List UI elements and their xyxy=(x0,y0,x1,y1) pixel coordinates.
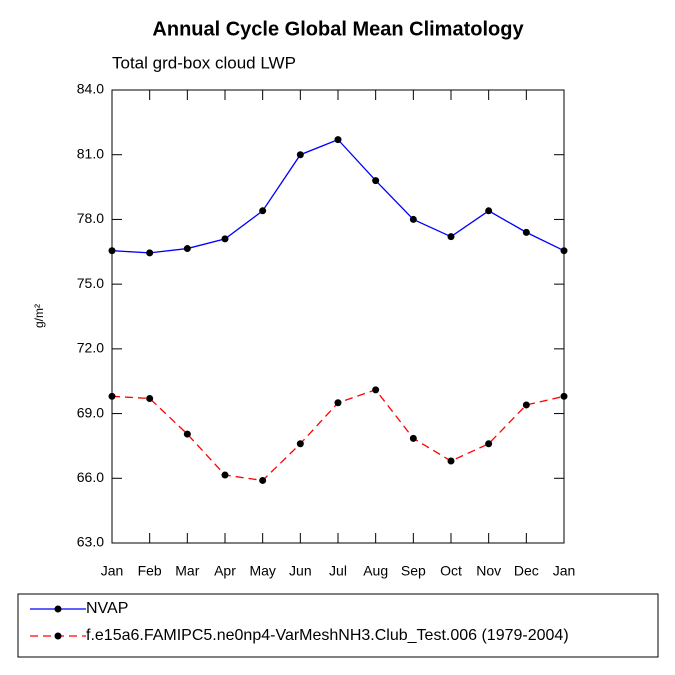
y-tick-label: 81.0 xyxy=(77,145,104,161)
data-point xyxy=(183,245,191,253)
x-tick-label: Apr xyxy=(214,563,236,579)
data-point xyxy=(146,249,154,257)
x-tick-label: Jan xyxy=(101,563,124,579)
data-point xyxy=(334,399,342,407)
data-point xyxy=(146,394,154,402)
data-point xyxy=(372,177,380,185)
x-tick-label: Jul xyxy=(329,563,347,579)
x-tick-label: Aug xyxy=(363,563,388,579)
data-point xyxy=(259,207,267,215)
chart-subtitle: Total grd-box cloud LWP xyxy=(112,53,296,72)
data-point xyxy=(221,471,229,479)
y-tick-label: 63.0 xyxy=(77,534,104,550)
plot-frame xyxy=(111,89,565,544)
x-tick-label: Jan xyxy=(553,563,576,579)
data-point xyxy=(485,440,493,448)
x-tick-label: Feb xyxy=(138,563,162,579)
data-point xyxy=(447,457,455,465)
data-point xyxy=(183,430,191,438)
x-tick-label: Dec xyxy=(514,563,539,579)
y-tick-label: 72.0 xyxy=(77,340,104,356)
data-point xyxy=(409,434,417,442)
data-point xyxy=(522,401,530,409)
data-point xyxy=(560,392,568,400)
data-point xyxy=(485,207,493,215)
x-tick-label: Nov xyxy=(476,563,501,579)
data-point xyxy=(409,215,417,223)
data-point xyxy=(259,476,267,484)
legend-marker xyxy=(54,605,62,613)
data-point xyxy=(447,233,455,241)
chart-title: Annual Cycle Global Mean Climatology xyxy=(152,18,524,40)
x-tick-label: May xyxy=(249,563,275,579)
x-tick-label: Jun xyxy=(289,563,312,579)
data-point xyxy=(108,247,116,255)
data-point xyxy=(108,392,116,400)
series-line xyxy=(111,138,565,254)
data-point xyxy=(296,151,304,159)
data-point xyxy=(221,235,229,243)
y-tick-label: 75.0 xyxy=(77,275,104,291)
data-point xyxy=(560,247,568,255)
legend-label: NVAP xyxy=(86,600,128,617)
y-tick-label: 84.0 xyxy=(77,81,104,97)
x-tick-label: Mar xyxy=(175,563,199,579)
data-point xyxy=(372,386,380,394)
data-point xyxy=(522,228,530,236)
data-point xyxy=(334,136,342,144)
y-axis-label: g/m² xyxy=(32,304,46,328)
y-tick-label: 78.0 xyxy=(77,210,104,226)
legend-box xyxy=(17,593,659,658)
legend-marker xyxy=(54,632,62,640)
y-tick-label: 69.0 xyxy=(77,404,104,420)
x-tick-label: Oct xyxy=(440,563,462,579)
x-tick-label: Sep xyxy=(401,563,426,579)
data-point xyxy=(296,440,304,448)
y-tick-label: 66.0 xyxy=(77,469,104,485)
legend-label: f.e15a6.FAMIPC5.ne0np4-VarMeshNH3.Club_T… xyxy=(86,627,569,644)
